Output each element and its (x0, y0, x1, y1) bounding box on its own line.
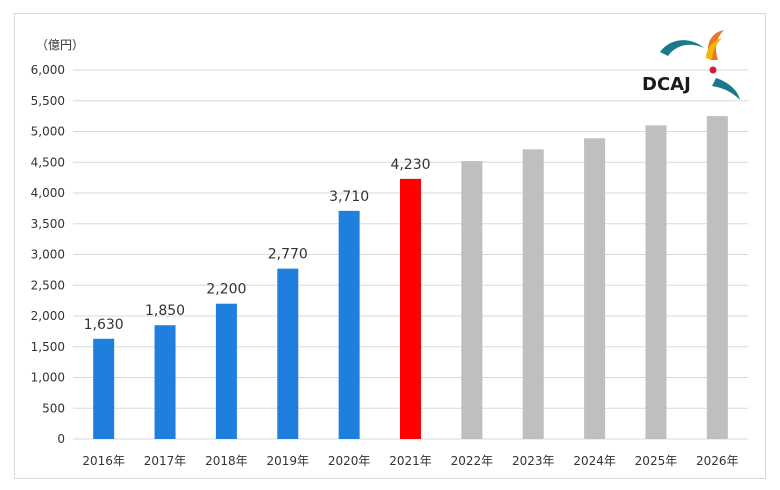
y-tick-label: 4,000 (31, 186, 65, 200)
bar-2019年 (277, 268, 299, 439)
logo-text: DCAJ (642, 74, 691, 95)
bar-2022年 (461, 161, 483, 439)
logo-dot-red (709, 66, 717, 74)
data-labels: 1,630 1,850 2,200 2,770 3,710 4,230 (84, 157, 431, 333)
x-tick-label: 2019年 (266, 454, 309, 468)
data-label: 2,770 (268, 247, 308, 263)
y-tick-label: 1,500 (31, 340, 65, 354)
data-label: 1,630 (84, 317, 124, 333)
x-tick-label: 2017年 (144, 454, 187, 468)
bar-2020年 (338, 210, 360, 439)
y-tick-label: 0 (57, 432, 65, 446)
bar-2026年 (706, 116, 728, 439)
bar-2017年 (154, 325, 176, 439)
y-tick-label: 2,000 (31, 309, 65, 323)
bar-2016年 (93, 338, 115, 439)
y-tick-label: 5,500 (31, 94, 65, 108)
chart-frame (14, 13, 766, 479)
bar-2024年 (584, 138, 606, 439)
x-tick-label: 2023年 (512, 454, 555, 468)
data-label: 1,850 (145, 303, 185, 319)
y-axis-unit-label: （億円） (36, 38, 84, 52)
x-tick-label: 2018年 (205, 454, 248, 468)
x-tick-label: 2026年 (696, 454, 739, 468)
x-tick-label: 2025年 (635, 454, 678, 468)
y-tick-label: 3,500 (31, 217, 65, 231)
data-label: 2,200 (206, 282, 246, 298)
x-axis-ticks: 2016年 2017年 2018年 2019年 2020年 2021年 2022年 2023年… (82, 454, 738, 468)
logo-swoosh-teal-lower (712, 78, 740, 100)
x-tick-label: 2016年 (82, 454, 125, 468)
x-tick-label: 2022年 (451, 454, 494, 468)
x-tick-label: 2020年 (328, 454, 371, 468)
y-tick-label: 4,500 (31, 155, 65, 169)
logo-swoosh-gold (706, 38, 722, 60)
bars (93, 116, 728, 440)
data-label: 4,230 (390, 157, 430, 173)
y-tick-label: 6,000 (31, 63, 65, 77)
x-tick-label: 2024年 (573, 454, 616, 468)
dcaj-logo: DCAJ (642, 30, 740, 100)
y-tick-label: 500 (42, 401, 65, 415)
y-tick-label: 3,000 (31, 248, 65, 262)
y-tick-label: 2,500 (31, 278, 65, 292)
x-tick-label: 2021年 (389, 454, 432, 468)
bar-2025年 (645, 125, 667, 439)
y-axis-ticks: 0 500 1,000 1,500 2,000 2,500 3,000 3,500 4,000 4… (31, 63, 65, 446)
data-label: 3,710 (329, 189, 369, 205)
y-tick-label: 5,000 (31, 125, 65, 139)
bar-2018年 (215, 303, 237, 439)
logo-swoosh-teal (660, 40, 704, 56)
bar-2021年 (400, 178, 421, 440)
y-tick-label: 1,000 (31, 371, 65, 385)
bar-2023年 (522, 149, 544, 439)
